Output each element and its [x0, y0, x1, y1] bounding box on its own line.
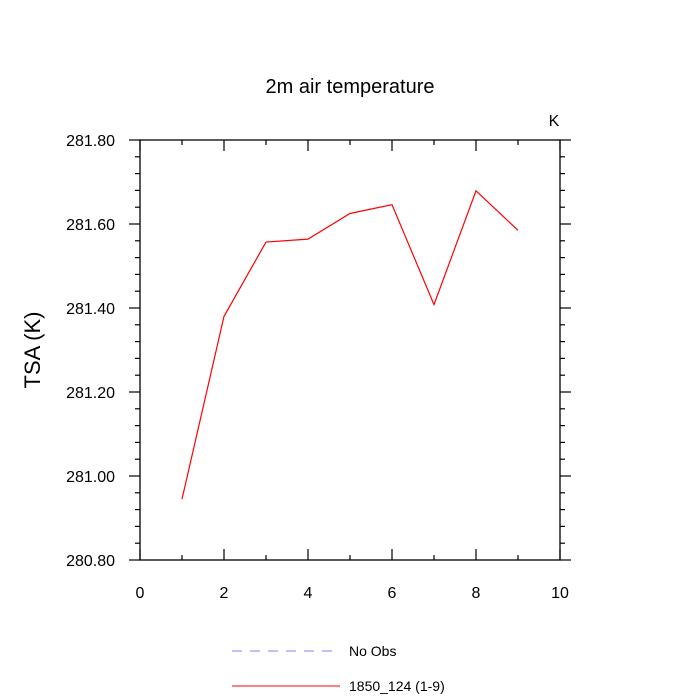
y-tick-label: 281.40 [66, 301, 115, 318]
y-tick-label: 281.80 [66, 133, 115, 150]
x-tick-label: 8 [472, 585, 481, 602]
y-tick-label: 281.20 [66, 385, 115, 402]
x-tick-label: 0 [136, 585, 145, 602]
data-point [475, 190, 476, 191]
data-point [349, 213, 350, 214]
legend-label: No Obs [349, 643, 396, 659]
x-tick-label: 10 [551, 585, 569, 602]
data-point [433, 304, 434, 305]
data-point [307, 239, 308, 240]
data-point [181, 499, 182, 500]
data-point [517, 230, 518, 231]
data-point [265, 241, 266, 242]
x-tick-label: 2 [220, 585, 229, 602]
series-line [181, 189, 519, 500]
units-label: K [549, 113, 560, 130]
plot-border [139, 139, 561, 561]
x-tick-label: 6 [388, 585, 397, 602]
y-tick-label: 281.60 [66, 217, 115, 234]
y-tick-label: 280.80 [66, 553, 115, 570]
legend: No Obs 1850_124 (1-9) [232, 643, 445, 694]
x-tick-label: 4 [304, 585, 313, 602]
chart-title: 2m air temperature [266, 76, 435, 98]
legend-label: 1850_124 (1-9) [349, 678, 445, 694]
data-point [223, 316, 224, 317]
data-point [391, 204, 392, 205]
y-tick-label: 281.00 [66, 469, 115, 486]
data-series [181, 189, 519, 500]
plot-frame [139, 139, 561, 561]
y-axis-label: TSA (K) [20, 311, 45, 388]
